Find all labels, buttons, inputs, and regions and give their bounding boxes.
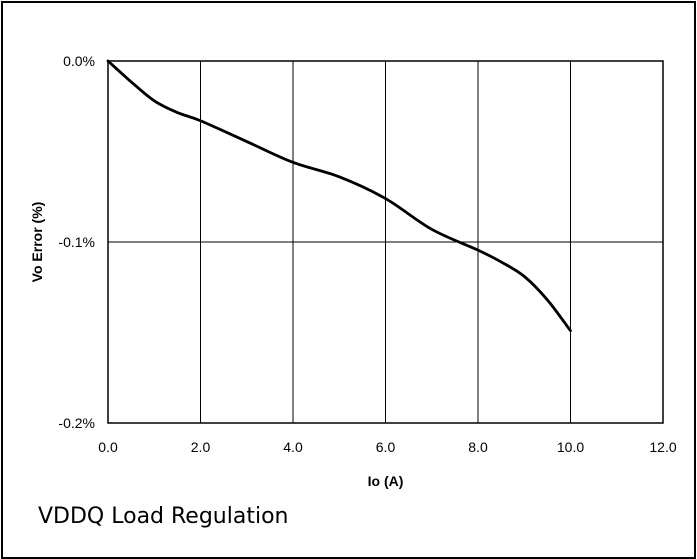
plot-area [107,60,664,424]
grid-lines [108,61,663,423]
x-tick-label: 0.0 [98,439,118,455]
series-line [106,59,572,333]
x-tick-label: 12.0 [649,439,676,455]
x-tick-label: 2.0 [191,439,211,455]
x-axis-ticks: 0.0 2.0 4.0 6.0 8.0 10.0 12.0 [98,439,677,455]
y-tick-label: -0.2% [58,415,95,431]
figure-caption: VDDQ Load Regulation [38,504,289,529]
x-tick-label: 8.0 [468,439,488,455]
y-axis-title: Vo Error (%) [29,202,45,283]
y-tick-label: -0.1% [58,234,95,250]
x-tick-label: 6.0 [376,439,396,455]
x-tick-label: 4.0 [283,439,303,455]
y-axis-ticks: 0.0% -0.1% -0.2% [58,53,95,431]
y-tick-label: 0.0% [63,53,95,69]
x-axis-title: Io (A) [368,473,404,489]
x-tick-label: 10.0 [557,439,584,455]
